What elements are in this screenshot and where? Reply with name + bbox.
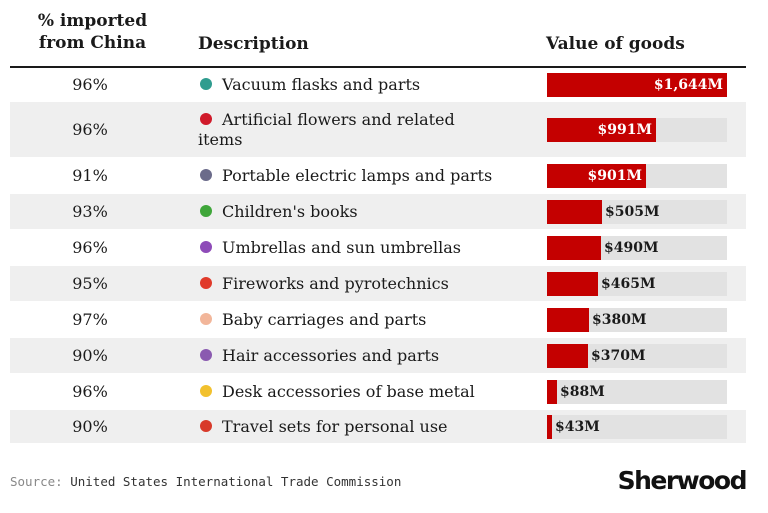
description-text: Children's books [222, 202, 358, 221]
table-row: 90% Travel sets for personal use $43M [10, 410, 746, 444]
bar-value-label: $505M [605, 204, 660, 220]
source-label: Source: [10, 474, 63, 489]
source-text: United States International Trade Commis… [70, 474, 402, 489]
header-rule [10, 66, 746, 68]
folder-icon [198, 383, 214, 399]
nail-file-icon [198, 418, 214, 434]
description-cell: Travel sets for personal use [198, 417, 498, 437]
bar [547, 415, 552, 439]
bar-value-label: $370M [591, 348, 646, 364]
table-row: 97% Baby carriages and parts $380M [10, 302, 746, 338]
bar-value-label: $1,644M [653, 77, 723, 93]
bar-value-label: $465M [601, 276, 656, 292]
pct-header-line2: from China [38, 33, 147, 53]
description-column-header: Description [198, 34, 309, 54]
bar [547, 236, 601, 260]
bar [547, 200, 602, 224]
brand-logo: Sherwood [617, 466, 748, 495]
description-cell: Fireworks and pyrotechnics [198, 274, 498, 294]
bar-value-label: $88M [560, 384, 605, 400]
description-text: Vacuum flasks and parts [222, 75, 421, 94]
description-text: Baby carriages and parts [222, 310, 427, 329]
bar-track: $901M [547, 164, 727, 188]
table-row: 90% Hair accessories and parts $370M [10, 338, 746, 374]
table-row: 95% Fireworks and pyrotechnics $465M [10, 266, 746, 302]
bar-track: $505M [547, 200, 727, 224]
table-row: 96% Vacuum flasks and parts $1,644M [10, 68, 746, 102]
pct-cell: 91% [72, 166, 108, 185]
baby-icon [198, 311, 214, 327]
bar [547, 164, 646, 188]
pct-cell: 93% [72, 202, 108, 221]
table-row: 96% Artificial flowers and related items $… [10, 102, 746, 158]
value-column-header: Value of goods [546, 34, 685, 54]
description-text: Travel sets for personal use [222, 417, 448, 436]
bar-value-label: $901M [587, 168, 642, 184]
pct-cell: 96% [72, 120, 108, 139]
description-text: Artificial flowers and related items [198, 110, 455, 149]
firecracker-icon [198, 275, 214, 291]
crayon-icon [198, 203, 214, 219]
bar-value-label: $490M [604, 240, 659, 256]
bar-value-label: $991M [597, 122, 652, 138]
bar [547, 380, 557, 404]
pct-cell: 96% [72, 75, 108, 94]
rose-icon [198, 111, 214, 127]
pct-cell: 95% [72, 274, 108, 293]
pct-cell: 96% [72, 238, 108, 257]
description-text: Portable electric lamps and parts [222, 166, 493, 185]
pct-cell: 96% [72, 382, 108, 401]
umbrella-icon [198, 239, 214, 255]
source-note: Source: United States International Trad… [10, 474, 401, 489]
description-cell: Hair accessories and parts [198, 346, 498, 366]
description-cell: Artificial flowers and related items [198, 110, 498, 150]
description-cell: Vacuum flasks and parts [198, 75, 498, 95]
description-cell: Desk accessories of base metal [198, 382, 498, 402]
description-cell: Umbrellas and sun umbrellas [198, 238, 498, 258]
bar [547, 344, 588, 368]
table-row: 96% Desk accessories of base metal $88M [10, 374, 746, 410]
description-cell: Children's books [198, 202, 498, 222]
table-row: 91% Portable electric lamps and parts $901… [10, 158, 746, 194]
description-text: Umbrellas and sun umbrellas [222, 238, 461, 257]
description-cell: Baby carriages and parts [198, 310, 498, 330]
bar [547, 73, 727, 97]
description-text: Hair accessories and parts [222, 346, 440, 365]
description-text: Desk accessories of base metal [222, 382, 475, 401]
bar [547, 118, 656, 142]
bar-track: $370M [547, 344, 727, 368]
hair-pick-icon [198, 347, 214, 363]
chart-table-body: 96% Vacuum flasks and parts $1,644M 96% Arti… [10, 68, 746, 444]
bar-track: $43M [547, 415, 727, 439]
bar-track: $465M [547, 272, 727, 296]
pct-column-header: % imported from China [10, 10, 175, 54]
bar-track: $380M [547, 308, 727, 332]
description-cell: Portable electric lamps and parts [198, 166, 498, 186]
flask-icon [198, 76, 214, 92]
bar-track: $490M [547, 236, 727, 260]
pct-cell: 90% [72, 417, 108, 436]
table-header: % imported from China Description Value … [10, 0, 746, 66]
bar-track: $88M [547, 380, 727, 404]
bar-value-label: $380M [592, 312, 647, 328]
bar [547, 308, 589, 332]
flashlight-icon [198, 167, 214, 183]
description-text: Fireworks and pyrotechnics [222, 274, 449, 293]
pct-cell: 90% [72, 346, 108, 365]
bar-track: $1,644M [547, 73, 727, 97]
table-row: 96% Umbrellas and sun umbrellas $490M [10, 230, 746, 266]
pct-header-line1: % imported [37, 11, 148, 31]
pct-cell: 97% [72, 310, 108, 329]
table-row: 93% Children's books $505M [10, 194, 746, 230]
bar-track: $991M [547, 118, 727, 142]
bar [547, 272, 598, 296]
bar-value-label: $43M [555, 419, 600, 435]
